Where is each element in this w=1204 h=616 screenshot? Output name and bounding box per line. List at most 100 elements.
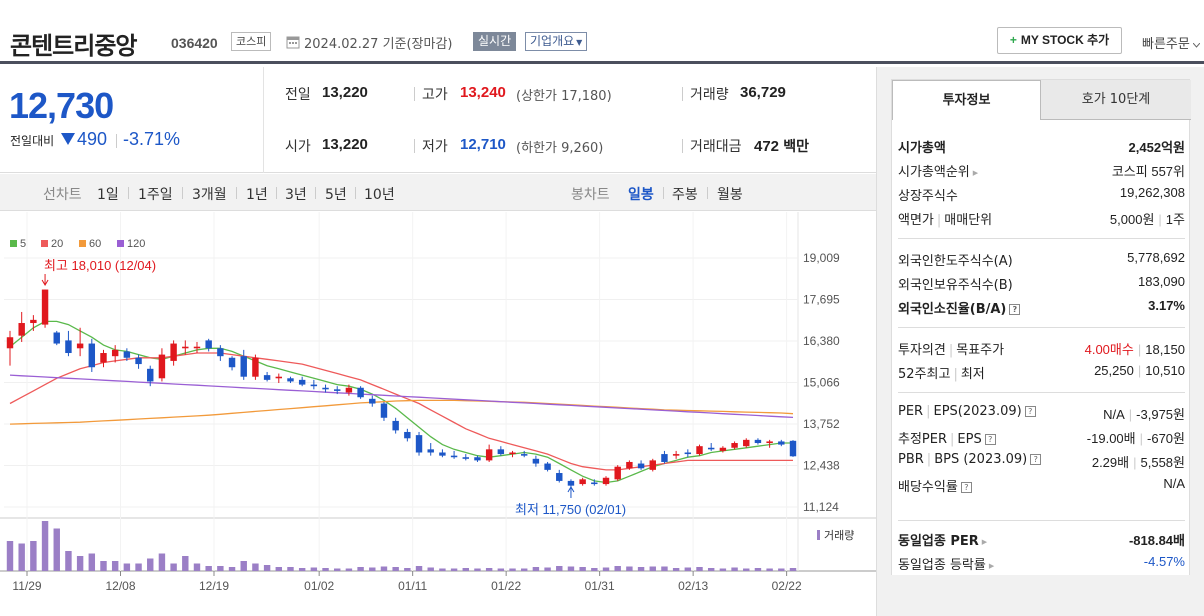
row-label: 목표주가 [956,343,1005,358]
candle-body [439,452,446,456]
add-my-stock-button[interactable]: + MY STOCK 추가 [997,27,1122,54]
candle-body [287,378,294,382]
tab-5y[interactable]: 5년 [325,187,347,203]
company-overview-dropdown[interactable]: 기업개요 ▼ [525,32,588,51]
candle-body [556,473,563,481]
opinion-row: 투자의견 | 목표주가 4.00매수 | 18,150 [898,337,1185,359]
help-icon[interactable]: ? [984,434,996,445]
trade-amount-unit: 백만 [783,139,809,155]
tab-1y[interactable]: 1년 [246,187,268,203]
row-label: 상장주식수 [898,189,958,204]
tab-daily[interactable]: 일봉 [628,187,654,203]
legend-swatch [10,240,17,247]
candle-body [579,479,586,485]
panel-tabs: 투자정보 호가 10단계 [892,80,1191,120]
x-axis: 11/29 12/08 12/19 01/02 01/11 01/22 01/31 02/13… [12,571,802,593]
help-icon[interactable]: ? [1024,406,1036,417]
chevron-down-icon [1192,43,1200,48]
trade-amount-number: 472 [754,138,780,155]
tab-monthly[interactable]: 월봉 [717,187,743,203]
row-label-group: PBR | BPS (2023.09)? [898,452,1042,467]
row-label: 외국인보유주식수(B) [898,278,1013,293]
volume-bar [345,568,353,571]
tab-3m[interactable]: 3개월 [192,187,227,203]
company-overview-label: 기업개요 [530,34,575,48]
row-label: PER [898,404,924,419]
company-name: 콘텐트리중앙 [10,32,137,60]
row-label-link[interactable]: 시가총액순위 ▶ [898,161,978,180]
row-label: 시가총액 [898,141,946,156]
volume-bar [252,563,259,571]
tab-1d[interactable]: 1일 [97,187,119,203]
help-icon[interactable]: ? [1009,304,1021,315]
candle-body [778,441,785,445]
candle-body [240,356,247,377]
high-label: 고가 [422,87,448,103]
tab-3y[interactable]: 3년 [285,187,307,203]
volume-bar [672,568,680,571]
row-label-link[interactable]: 동일업종 등락률 ▶ [898,554,994,573]
y-tick-label: 11,124 [803,500,839,514]
candle-body [334,389,341,391]
candle-body [53,332,60,344]
volume-bar [147,558,154,571]
chevron-right-icon: ▶ [981,538,988,546]
candle-body [76,343,84,349]
row-label: 시가총액순위 [898,165,970,180]
help-icon[interactable]: ? [1030,454,1042,465]
line-chart-label: 선차트 [43,187,82,203]
candle-body [485,449,493,461]
candle-body [415,435,423,453]
tab-weekly[interactable]: 주봉 [672,187,698,203]
candle-body [591,482,598,485]
volume-bar [18,543,25,571]
plus-icon: + [1009,33,1017,47]
row-value-group: 4.00매수 | 18,150 [1085,339,1185,358]
ma-line-120 [9,374,794,419]
lower-limit: (하한가 9,260) [516,141,604,156]
row-value: 4.00매수 [1084,342,1134,357]
volume-bar [567,566,575,571]
foreign-limit-row: 외국인한도주식수(A) 5,778,692 [898,248,1185,270]
realtime-badge[interactable]: 실시간 [473,32,517,51]
tab-orderbook[interactable]: 호가 10단계 [1041,80,1191,120]
divider [276,187,277,199]
volume-bar [520,568,528,571]
row-label: 외국인소진율(B/A) [898,302,1007,317]
volume-bar [6,541,14,571]
volume-bar [123,563,131,571]
row-label: 외국인한도주식수(A) [898,254,1013,269]
row-label: EPS(2023.09) [933,404,1022,419]
volume-bar [439,568,446,571]
volume-bar [158,553,166,571]
help-icon[interactable]: ? [960,482,972,493]
candle-body [672,454,680,456]
volume-bar [205,566,212,571]
quick-order-button[interactable]: 빠른주문 [1142,33,1200,52]
candle-body [719,447,727,451]
row-value: -818.84배 [1128,533,1185,548]
candle-body [626,461,633,469]
row-label-link[interactable]: 동일업종 PER ▶ [898,530,987,549]
chevron-right-icon: ▶ [988,562,995,570]
volume-bar [322,568,329,571]
candle-body [275,376,283,379]
volume-bar [556,566,563,571]
y-tick-label: 12,438 [803,459,840,473]
candle-body [310,384,318,387]
volume-bar [298,568,306,571]
candle-body [228,357,236,368]
candle-body [147,368,154,382]
candle-body [427,449,434,453]
tab-1w[interactable]: 1주일 [138,187,173,203]
price-chart[interactable]: 5 20 60 120 19,00917,69516,38015,06613,7521… [0,212,876,616]
tab-10y[interactable]: 10년 [364,187,395,203]
legend-swatch [79,240,86,247]
row-value: 3.17% [1148,298,1185,313]
tab-investment-info[interactable]: 투자정보 [892,80,1041,120]
candle-body [298,379,306,385]
divider [898,392,1185,393]
candle-body [100,353,107,363]
divider [682,87,683,101]
candle-body [404,431,411,439]
